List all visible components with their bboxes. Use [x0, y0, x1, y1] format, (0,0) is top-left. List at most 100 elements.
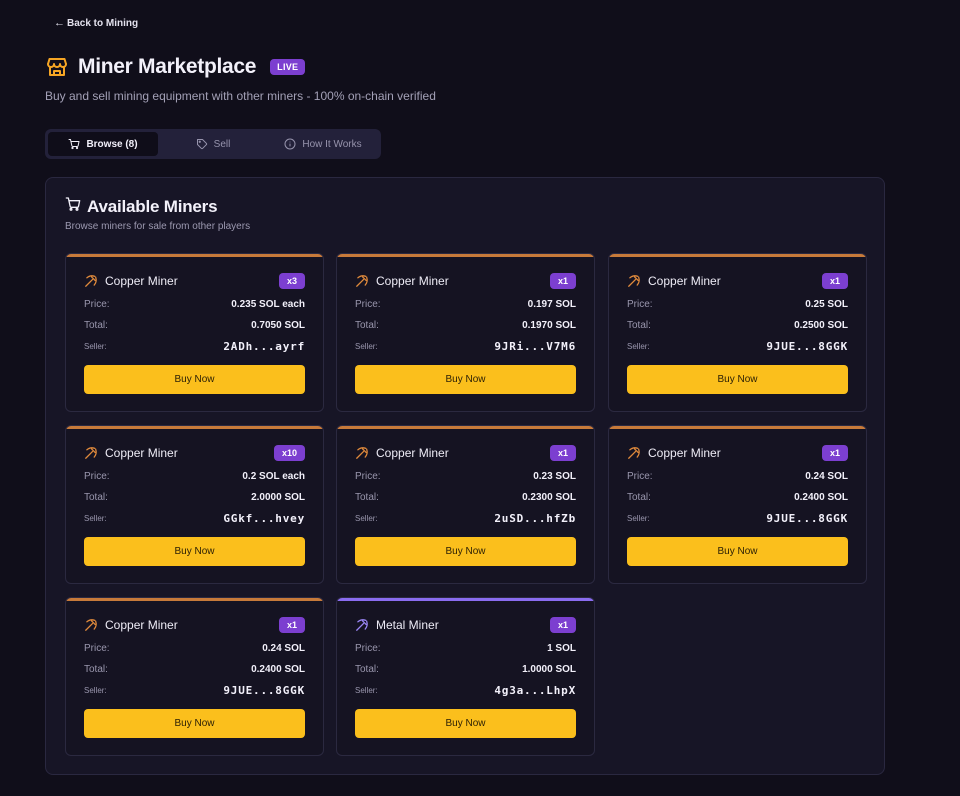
- total-label: Total:: [84, 664, 108, 675]
- cart-icon: [65, 196, 81, 217]
- total-label: Total:: [84, 320, 108, 331]
- back-link-label: Back to Mining: [67, 17, 139, 29]
- total-row: Total: 0.7050 SOL: [84, 320, 305, 331]
- total-label: Total:: [627, 320, 651, 331]
- price-label: Price:: [84, 471, 110, 482]
- price-row: Price: 0.197 SOL: [355, 299, 576, 310]
- back-to-mining-link[interactable]: ← Back to Mining: [54, 17, 138, 29]
- info-icon: [284, 138, 296, 150]
- live-badge: LIVE: [270, 59, 306, 75]
- quantity-badge: x1: [821, 273, 848, 289]
- listing-card: Copper Miner x3 Price: 0.235 SOL each To…: [65, 253, 324, 412]
- listing-header: Metal Miner x1: [355, 617, 576, 633]
- page-subtitle: Buy and sell mining equipment with other…: [45, 89, 436, 103]
- price-row: Price: 0.24 SOL: [627, 471, 848, 482]
- total-row: Total: 0.2500 SOL: [627, 320, 848, 331]
- listing-card: Copper Miner x1 Price: 0.197 SOL Total: …: [336, 253, 595, 412]
- buy-now-button[interactable]: Buy Now: [355, 365, 576, 394]
- total-row: Total: 0.1970 SOL: [355, 320, 576, 331]
- miner-name: Copper Miner: [105, 274, 178, 288]
- pickaxe-icon: [355, 446, 369, 460]
- seller-address: 9JUE...8GGK: [766, 340, 848, 353]
- panel-header: Available Miners: [65, 196, 218, 217]
- pickaxe-icon: [84, 618, 98, 632]
- miner-name: Copper Miner: [376, 274, 449, 288]
- total-row: Total: 0.2400 SOL: [627, 492, 848, 503]
- miner-name: Copper Miner: [105, 446, 178, 460]
- seller-row: Seller: GGkf...hvey: [84, 512, 305, 525]
- price-label: Price:: [355, 643, 381, 654]
- tag-icon: [196, 138, 208, 150]
- price-label: Price:: [627, 299, 653, 310]
- buy-now-button[interactable]: Buy Now: [355, 537, 576, 566]
- tab-browse[interactable]: Browse (8): [48, 132, 158, 156]
- tab-sell[interactable]: Sell: [158, 132, 268, 156]
- price-row: Price: 0.24 SOL: [84, 643, 305, 654]
- miner-name: Copper Miner: [648, 446, 721, 460]
- listing-card: Metal Miner x1 Price: 1 SOL Total: 1.000…: [336, 597, 595, 756]
- seller-row: Seller: 9JRi...V7M6: [355, 340, 576, 353]
- seller-address: GGkf...hvey: [223, 512, 305, 525]
- listing-header: Copper Miner x1: [355, 445, 576, 461]
- buy-now-button[interactable]: Buy Now: [84, 537, 305, 566]
- seller-label: Seller:: [355, 514, 378, 523]
- total-label: Total:: [355, 320, 379, 331]
- price-label: Price:: [84, 299, 110, 310]
- quantity-badge: x1: [821, 445, 848, 461]
- seller-address: 2uSD...hfZb: [494, 512, 576, 525]
- listing-header: Copper Miner x1: [84, 617, 305, 633]
- total-label: Total:: [627, 492, 651, 503]
- seller-row: Seller: 4g3a...LhpX: [355, 684, 576, 697]
- seller-label: Seller:: [84, 686, 107, 695]
- panel-subtitle: Browse miners for sale from other player…: [65, 221, 251, 232]
- page-title: Miner Marketplace: [78, 55, 257, 78]
- seller-row: Seller: 2uSD...hfZb: [355, 512, 576, 525]
- miner-name: Copper Miner: [648, 274, 721, 288]
- seller-address: 9JUE...8GGK: [223, 684, 305, 697]
- available-miners-panel: Available Miners Browse miners for sale …: [45, 177, 885, 775]
- price-value: 0.23 SOL: [533, 471, 576, 482]
- listing-card: Copper Miner x1 Price: 0.25 SOL Total: 0…: [608, 253, 867, 412]
- total-value: 0.7050 SOL: [251, 320, 305, 331]
- listing-header: Copper Miner x10: [84, 445, 305, 461]
- tier-accent-bar: [66, 598, 323, 601]
- miner-name: Copper Miner: [376, 446, 449, 460]
- seller-address: 2ADh...ayrf: [223, 340, 305, 353]
- price-row: Price: 0.2 SOL each: [84, 471, 305, 482]
- total-value: 0.2400 SOL: [794, 492, 848, 503]
- listing-header: Copper Miner x1: [355, 273, 576, 289]
- price-value: 0.197 SOL: [527, 299, 576, 310]
- quantity-badge: x1: [549, 617, 576, 633]
- buy-now-button[interactable]: Buy Now: [627, 365, 848, 394]
- buy-now-button[interactable]: Buy Now: [627, 537, 848, 566]
- seller-address: 4g3a...LhpX: [494, 684, 576, 697]
- cart-icon: [68, 138, 80, 150]
- seller-row: Seller: 2ADh...ayrf: [84, 340, 305, 353]
- tab-how-it-works[interactable]: How It Works: [268, 132, 378, 156]
- tab-how-it-works-label: How It Works: [302, 138, 362, 150]
- tier-accent-bar: [337, 598, 594, 601]
- pickaxe-icon: [355, 274, 369, 288]
- listing-card: Copper Miner x10 Price: 0.2 SOL each Tot…: [65, 425, 324, 584]
- listing-header: Copper Miner x1: [627, 445, 848, 461]
- pickaxe-icon: [627, 446, 641, 460]
- buy-now-button[interactable]: Buy Now: [84, 365, 305, 394]
- total-label: Total:: [84, 492, 108, 503]
- buy-now-button[interactable]: Buy Now: [84, 709, 305, 738]
- quantity-badge: x1: [549, 273, 576, 289]
- price-value: 0.25 SOL: [805, 299, 848, 310]
- total-value: 0.2500 SOL: [794, 320, 848, 331]
- total-value: 0.2400 SOL: [251, 664, 305, 675]
- tab-sell-label: Sell: [213, 138, 231, 150]
- miner-name: Metal Miner: [376, 618, 439, 632]
- tier-accent-bar: [66, 254, 323, 257]
- price-row: Price: 0.23 SOL: [355, 471, 576, 482]
- buy-now-button[interactable]: Buy Now: [355, 709, 576, 738]
- price-value: 0.24 SOL: [262, 643, 305, 654]
- seller-address: 9JRi...V7M6: [494, 340, 576, 353]
- price-label: Price:: [84, 643, 110, 654]
- listing-header: Copper Miner x1: [627, 273, 848, 289]
- seller-label: Seller:: [355, 686, 378, 695]
- tier-accent-bar: [609, 254, 866, 257]
- price-row: Price: 1 SOL: [355, 643, 576, 654]
